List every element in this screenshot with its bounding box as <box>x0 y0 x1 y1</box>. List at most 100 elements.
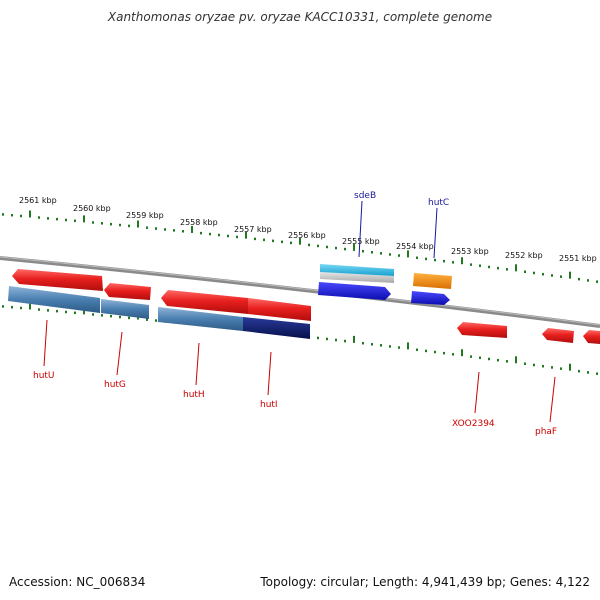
minor-tick <box>281 240 283 244</box>
major-tick <box>461 349 463 357</box>
minor-tick <box>308 243 310 247</box>
minor-tick <box>344 247 346 251</box>
minor-tick <box>362 249 364 253</box>
minor-tick <box>326 337 328 341</box>
minor-tick <box>92 313 94 316</box>
cds-feature-hutU[interactable] <box>8 286 100 313</box>
minor-tick <box>596 372 598 375</box>
minor-tick <box>101 314 103 317</box>
kbp-label: 2556 kbp <box>288 231 326 240</box>
major-tick <box>569 271 571 279</box>
minor-tick <box>398 346 400 349</box>
major-tick <box>299 237 301 245</box>
gene-feature-edge[interactable] <box>583 330 600 344</box>
minor-tick <box>470 263 472 266</box>
major-tick <box>353 335 355 343</box>
kbp-label: 2553 kbp <box>451 247 489 256</box>
major-tick <box>407 250 409 258</box>
minor-tick <box>155 227 157 230</box>
minor-tick <box>560 367 562 370</box>
gene-feature-XOO2394[interactable] <box>457 322 507 338</box>
gene-feature-hutU-red[interactable] <box>12 269 103 291</box>
minor-tick <box>587 371 589 374</box>
major-tick <box>569 363 571 371</box>
accession-text: Accession: NC_006834 <box>9 575 146 589</box>
minor-tick <box>74 219 76 223</box>
minor-tick <box>560 275 562 278</box>
gene-feature-hutG-red[interactable] <box>104 283 151 300</box>
minor-tick <box>389 253 391 256</box>
minor-tick <box>128 316 130 320</box>
major-tick <box>191 225 193 233</box>
top-gene-labels: sdeB hutC <box>354 191 449 259</box>
kbp-label: 2552 kbp <box>505 251 543 260</box>
cds-feature-hutG[interactable] <box>101 299 149 319</box>
minor-tick <box>488 357 490 361</box>
minor-tick <box>38 308 40 311</box>
major-tick <box>515 356 517 364</box>
cds-feature-hutI[interactable] <box>243 317 310 339</box>
minor-tick <box>173 229 175 232</box>
gene-feature-blue-1[interactable] <box>318 282 391 300</box>
gene-feature-hutC[interactable] <box>413 273 452 289</box>
gene-feature-blue-2[interactable] <box>411 291 450 305</box>
gene-label-hutG[interactable]: hutG <box>104 380 126 390</box>
minor-tick <box>470 355 472 358</box>
label-leader <box>358 200 363 258</box>
minor-tick <box>263 238 265 242</box>
gene-label-phaF[interactable]: phaF <box>535 427 557 437</box>
minor-tick <box>578 369 580 373</box>
cds-feature-hutH[interactable] <box>158 307 243 331</box>
minor-tick <box>182 230 184 233</box>
label-leader <box>195 342 200 386</box>
gene-label-hutI[interactable]: hutI <box>260 400 278 410</box>
minor-tick <box>92 221 94 224</box>
genome-backbone <box>0 256 600 328</box>
minor-tick <box>272 239 274 243</box>
minor-tick <box>209 232 211 236</box>
minor-tick <box>56 217 58 221</box>
minor-tick <box>146 318 148 321</box>
gene-label-hutC[interactable]: hutC <box>428 198 449 208</box>
gene-feature-sdeB[interactable] <box>320 264 394 276</box>
cds-features <box>8 286 310 339</box>
minor-tick <box>38 216 40 219</box>
gene-label-XOO2394[interactable]: XOO2394 <box>452 419 495 429</box>
minor-tick <box>596 280 598 283</box>
map-title: Xanthomonas oryzae pv. oryzae KACC10331,… <box>107 10 493 24</box>
major-tick <box>353 243 355 251</box>
minor-tick <box>497 266 499 270</box>
gene-label-sdeB[interactable]: sdeB <box>354 191 376 201</box>
kbp-label: 2561 kbp <box>19 196 57 205</box>
gene-feature-hutI-red[interactable] <box>248 298 311 321</box>
minor-tick <box>479 264 481 268</box>
kbp-label: 2559 kbp <box>126 211 164 220</box>
gene-label-hutH[interactable]: hutH <box>183 390 205 400</box>
minor-tick <box>65 218 67 222</box>
kbp-label: 2558 kbp <box>180 218 218 227</box>
major-tick <box>515 264 517 272</box>
minor-tick <box>380 252 382 255</box>
label-leader <box>474 371 480 414</box>
kbp-label: 2551 kbp <box>559 254 597 263</box>
kbp-label: 2554 kbp <box>396 242 434 251</box>
minor-tick <box>56 309 58 313</box>
minor-tick <box>218 233 220 237</box>
kbp-label: 2560 kbp <box>73 204 111 213</box>
label-leader <box>549 376 556 423</box>
gene-feature-sdeB-grey[interactable] <box>320 272 394 283</box>
minor-tick <box>65 310 67 314</box>
topology-text: Topology: circular; Length: 4,941,439 bp… <box>260 575 590 589</box>
minor-tick <box>542 364 544 368</box>
minor-tick <box>290 241 292 245</box>
minor-tick <box>326 245 328 249</box>
gene-feature-hutH-red[interactable] <box>161 290 248 314</box>
minor-tick <box>20 306 22 310</box>
gene-feature-phaF[interactable] <box>542 328 574 343</box>
gene-label-hutU[interactable]: hutU <box>33 371 55 381</box>
minor-tick <box>254 237 256 241</box>
kbp-label: 2555 kbp <box>342 237 380 246</box>
major-tick <box>83 215 85 223</box>
minor-tick <box>20 214 22 218</box>
